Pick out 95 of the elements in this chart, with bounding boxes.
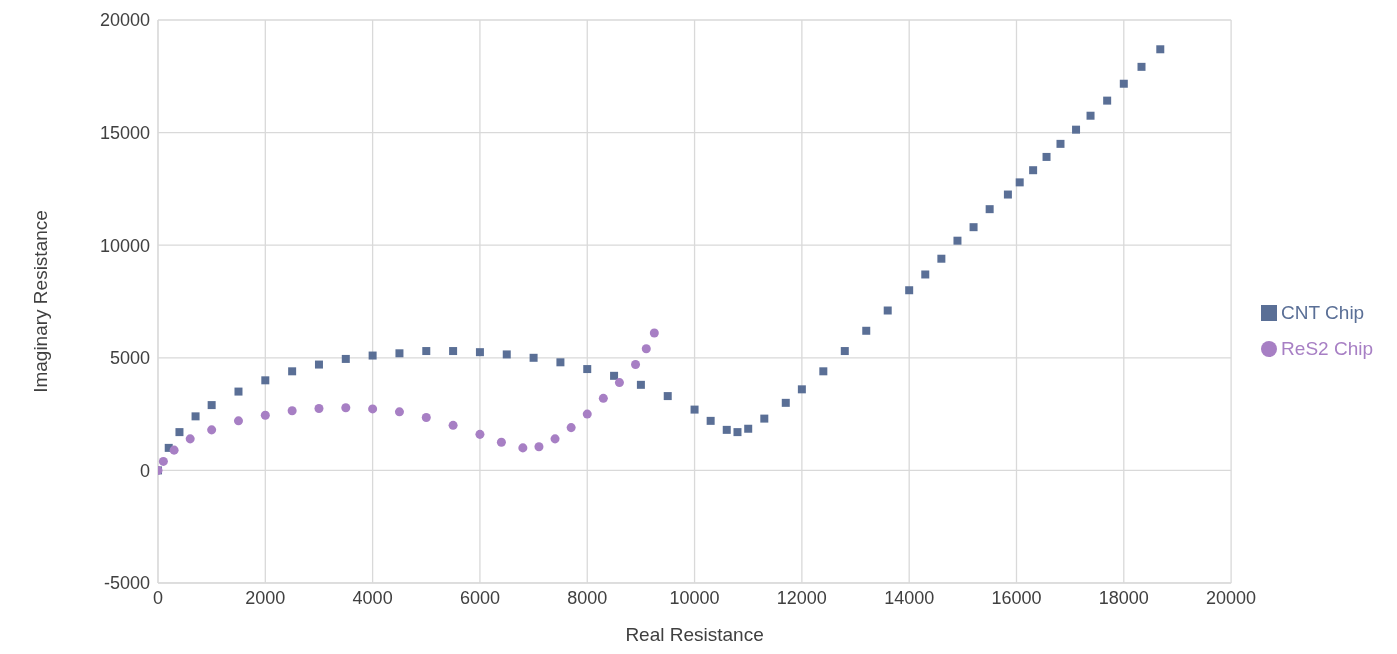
point: [722, 425, 731, 434]
point: [341, 403, 351, 413]
point: [1056, 139, 1065, 148]
x-tick-label: 8000: [567, 587, 608, 608]
point: [583, 365, 592, 374]
point: [1137, 62, 1146, 71]
point: [449, 347, 458, 356]
point: [760, 414, 769, 423]
x-tick-label: 4000: [352, 587, 393, 608]
point: [395, 349, 404, 358]
point: [937, 254, 946, 263]
x-tick-label: 6000: [459, 587, 500, 608]
point: [496, 437, 506, 447]
point: [921, 270, 930, 279]
x-tick-label: 16000: [991, 587, 1042, 608]
point: [169, 445, 179, 455]
point: [421, 412, 431, 422]
point: [475, 429, 485, 439]
point: [985, 205, 994, 214]
point: [185, 434, 195, 444]
point: [641, 344, 651, 354]
y-tick-label: 15000: [99, 122, 150, 143]
point: [1119, 79, 1128, 88]
point: [1029, 166, 1038, 175]
point: [233, 416, 243, 426]
y-tick-label: 10000: [99, 235, 150, 256]
point: [207, 401, 216, 410]
x-tick-label: 18000: [1098, 587, 1149, 608]
legend-label: ReS2 Chip: [1281, 337, 1373, 359]
point: [636, 380, 645, 389]
point: [781, 398, 790, 407]
point: [534, 442, 544, 452]
point: [797, 385, 806, 394]
point: [502, 350, 511, 359]
x-tick-label: 10000: [669, 587, 720, 608]
x-tick-label: 20000: [1206, 587, 1257, 608]
point: [207, 425, 217, 435]
point: [234, 387, 243, 396]
point: [598, 393, 608, 403]
legend-label: CNT Chip: [1281, 301, 1365, 323]
point: [260, 410, 270, 420]
point: [394, 407, 404, 417]
x-tick-label: 0: [152, 587, 164, 608]
point: [314, 403, 324, 413]
point: [614, 378, 624, 388]
point: [690, 405, 699, 414]
point: [1003, 190, 1012, 199]
point: [566, 423, 576, 433]
point: [610, 371, 619, 380]
point: [840, 347, 849, 356]
point: [1156, 45, 1165, 54]
point: [175, 428, 184, 437]
point: [191, 412, 200, 421]
point: [518, 443, 528, 453]
y-tick-label: 20000: [99, 10, 150, 31]
point: [368, 351, 377, 360]
point: [631, 360, 641, 370]
point: [1086, 111, 1095, 120]
point: [314, 360, 323, 369]
y-tick-label: -5000: [103, 573, 150, 594]
point: [953, 236, 962, 245]
y-axis-title: Imaginary Resistance: [29, 210, 51, 393]
point: [556, 358, 565, 367]
point: [883, 306, 892, 315]
y-tick-label: 0: [139, 460, 150, 481]
point: [550, 434, 560, 444]
x-tick-label: 2000: [245, 587, 286, 608]
point: [261, 376, 270, 385]
point: [582, 409, 592, 419]
y-tick-label: 5000: [109, 348, 150, 369]
point: [288, 367, 297, 376]
point: [1015, 178, 1024, 187]
x-axis-title: Real Resistance: [625, 624, 764, 645]
point: [475, 348, 484, 357]
point: [529, 353, 538, 362]
point: [368, 404, 378, 414]
point: [862, 326, 871, 335]
point: [287, 406, 297, 416]
point: [341, 354, 350, 363]
point: [819, 367, 828, 376]
x-tick-label: 14000: [884, 587, 935, 608]
point: [969, 223, 978, 232]
point: [448, 420, 458, 430]
point: [1072, 125, 1081, 134]
point: [1103, 96, 1112, 105]
point: [1042, 152, 1051, 161]
x-tick-label: 12000: [776, 587, 827, 608]
point: [706, 416, 715, 425]
point: [649, 328, 659, 338]
point: [663, 392, 672, 401]
point: [158, 456, 168, 466]
point: [422, 347, 431, 356]
point: [733, 428, 742, 437]
point: [905, 286, 914, 295]
point: [744, 424, 753, 433]
